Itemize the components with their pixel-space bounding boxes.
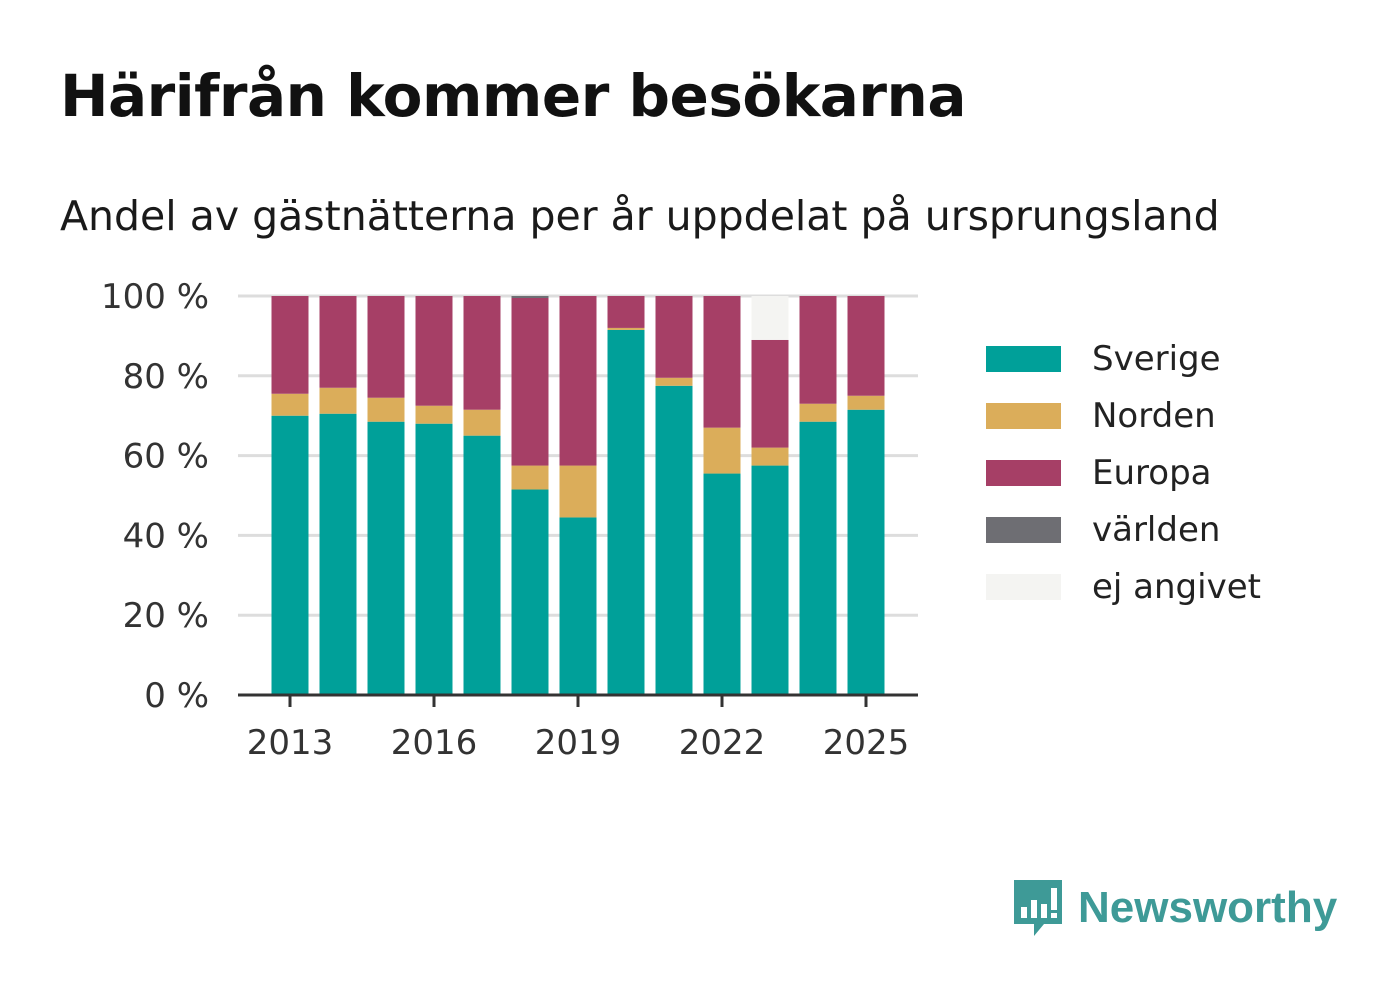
bar-2017-Sverige [463,435,501,695]
bar-2025-Sverige [847,409,885,695]
bar-2018-världen [511,296,549,298]
bar-2024-Europa [799,296,837,404]
chart-title: Härifrån kommer besökarna [60,62,966,130]
bar-2021-Norden [655,377,693,386]
legend-label: Norden [1092,395,1216,436]
bar-2023-ej-angivet [751,296,789,340]
x-tick-label: 2016 [391,723,478,763]
bar-2017-Europa [463,296,501,410]
bar-2016-Sverige [415,423,453,695]
legend-label: världen [1092,509,1221,550]
bar-2019-Sverige [559,517,597,695]
y-tick-label: 0 % [144,676,209,716]
bar-2020-Norden [607,327,645,330]
bar-2020-Europa [607,296,645,328]
bar-2014-Europa [319,296,357,388]
y-tick-label: 80 % [123,357,209,397]
y-tick-label: 20 % [123,596,209,636]
brand-name: Newsworthy [1078,883,1338,932]
bar-2013-Europa [271,296,309,394]
legend-item: ej angivet [986,558,1261,615]
bar-2015-Norden [367,397,405,422]
legend-swatch [986,573,1061,600]
y-tick-label: 40 % [123,516,209,556]
bar-2023-Europa [751,339,789,448]
bar-2018-Sverige [511,489,549,695]
y-tick-label: 100 % [101,277,209,317]
y-tick-label: 60 % [123,437,209,477]
bar-2021-Sverige [655,385,693,695]
bar-2018-Europa [511,297,549,466]
x-tick-label: 2019 [535,723,622,763]
bar-2013-Norden [271,393,309,416]
bar-2022-Norden [703,427,741,474]
bar-2021-Europa [655,296,693,378]
bar-2023-Norden [751,447,789,466]
legend-label: Europa [1092,452,1212,493]
legend-swatch [986,402,1061,429]
legend-item: Sverige [986,330,1261,387]
legend-label: Sverige [1092,338,1221,379]
bar-2016-Norden [415,405,453,424]
bar-2019-Norden [559,465,597,518]
bar-2014-Norden [319,387,357,414]
legend-item: världen [986,501,1261,558]
x-tick-label: 2013 [247,723,334,763]
bar-2025-Norden [847,395,885,410]
x-tick-label: 2022 [679,723,766,763]
legend-swatch [986,459,1061,486]
bar-2017-Norden [463,409,501,436]
bar-2016-Europa [415,296,453,406]
legend-swatch [986,345,1061,372]
bar-2015-Sverige [367,421,405,695]
brand-logo: Newsworthy [1010,876,1337,940]
newsworthy-logo-icon [1014,880,1062,936]
bar-2019-Europa [559,296,597,466]
bar-2018-Norden [511,465,549,490]
bar-2025-Europa [847,296,885,396]
bar-2023-Sverige [751,465,789,695]
bar-2013-Sverige [271,415,309,695]
bar-2014-Sverige [319,413,357,695]
bar-2020-Sverige [607,329,645,695]
legend-item: Norden [986,387,1261,444]
bar-2015-Europa [367,296,405,398]
bar-2024-Sverige [799,421,837,695]
legend-label: ej angivet [1092,566,1261,607]
bar-2022-Europa [703,296,741,428]
chart-subtitle: Andel av gästnätterna per år uppdelat på… [60,192,1220,240]
x-tick-label: 2025 [823,723,910,763]
chart-legend: Sverige Norden Europa världen ej angivet [986,330,1261,615]
legend-swatch [986,516,1061,543]
bar-2024-Norden [799,403,837,422]
legend-item: Europa [986,444,1261,501]
bar-2022-Sverige [703,473,741,695]
